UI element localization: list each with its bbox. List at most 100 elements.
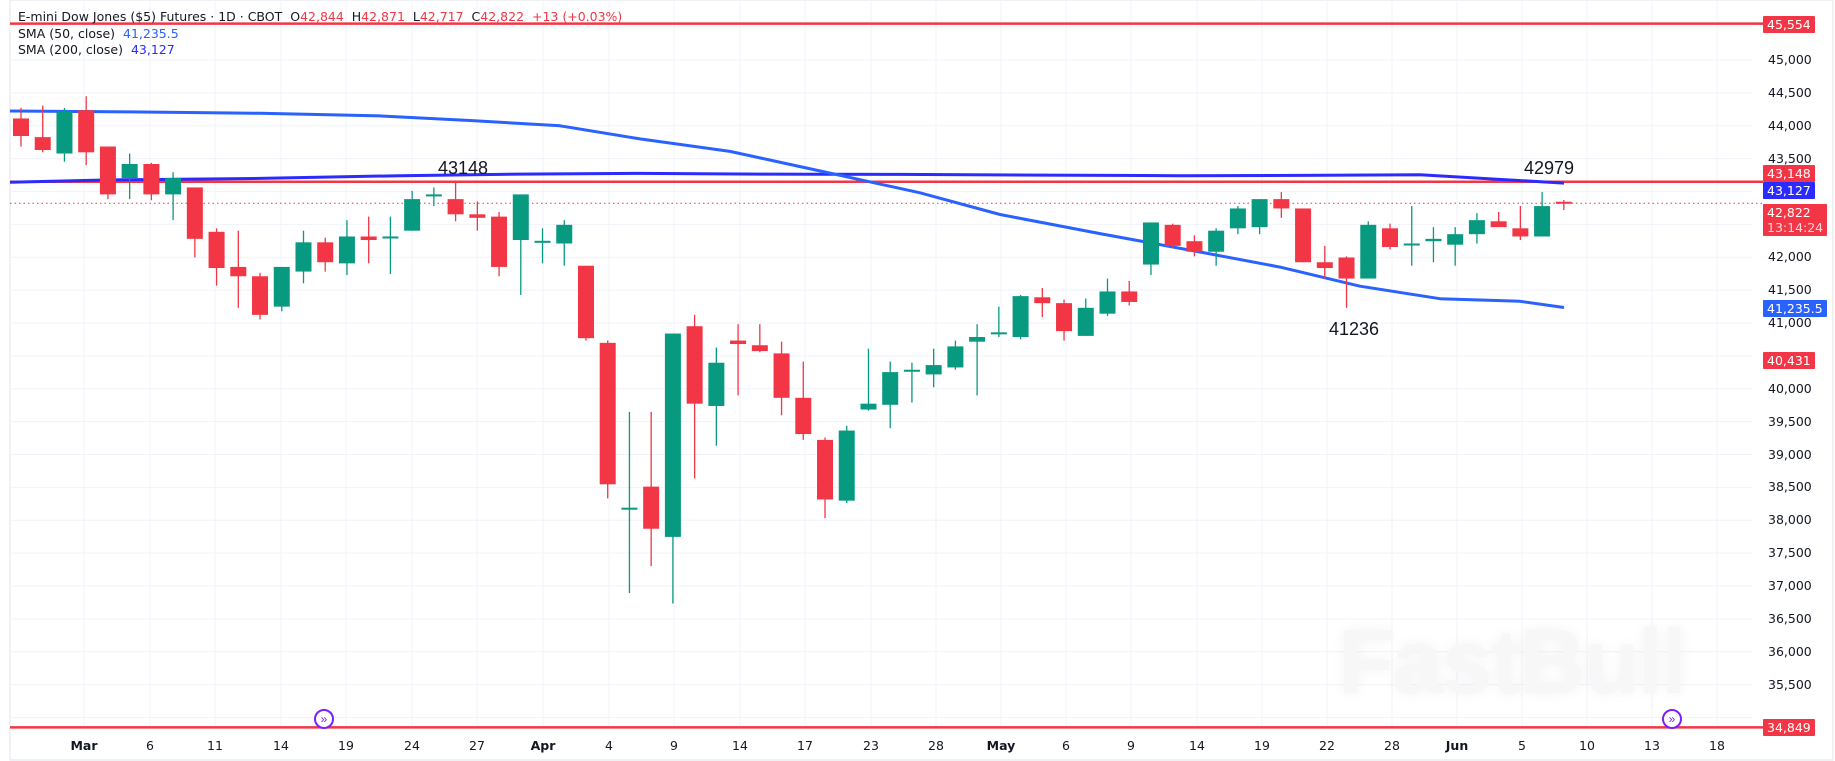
symbol-title[interactable]: E-mini Dow Jones ($5) Futures · 1D · CBO… <box>18 9 283 24</box>
candle-down <box>643 486 660 529</box>
candle-up <box>925 365 942 375</box>
ohlc-high-prefix: H <box>351 9 362 24</box>
candle-up <box>273 266 290 307</box>
price-tick-label: 44,500 <box>1768 84 1812 100</box>
time-tick-label: 6 <box>146 738 154 753</box>
price-tick-label: 39,000 <box>1768 446 1812 462</box>
candle-up <box>425 194 442 197</box>
time-tick-label: 9 <box>670 738 678 753</box>
candle-up <box>1012 296 1029 338</box>
chart-border <box>9 0 1834 761</box>
time-tick-label: 17 <box>797 738 813 753</box>
economic-event-icon[interactable]: » <box>1662 709 1682 729</box>
sma200-label: SMA (200, close) <box>18 42 123 57</box>
candle-down <box>99 146 116 195</box>
time-tick-label: 13 <box>1644 738 1660 753</box>
price-tick-label: 37,500 <box>1768 545 1812 561</box>
time-tick-label: 18 <box>1709 738 1725 753</box>
candle-up <box>295 242 312 272</box>
candle-down <box>1295 208 1312 263</box>
candle-up <box>534 240 551 243</box>
candle-down <box>1273 199 1290 209</box>
candle-up <box>1251 199 1268 228</box>
candle-up <box>1360 224 1377 279</box>
chart-legend: E-mini Dow Jones ($5) Futures · 1D · CBO… <box>18 9 622 59</box>
candle-up <box>165 178 182 195</box>
candle-down <box>1338 257 1355 279</box>
time-tick-label: Mar <box>70 738 98 753</box>
price-tick-label: 36,000 <box>1768 643 1812 659</box>
legend-sma200-row[interactable]: SMA (200, close) 43,127 <box>18 42 622 59</box>
candle-up <box>1099 291 1116 314</box>
time-tick-label: 28 <box>928 738 944 753</box>
price-tag: 42,822 13:14:24 <box>1763 204 1828 237</box>
ohlc-high: 42,871 <box>361 9 405 24</box>
candle-up <box>1403 243 1420 246</box>
price-tag: 40,431 <box>1763 352 1815 370</box>
time-tick-label: 5 <box>1518 738 1526 753</box>
candle-down <box>1121 291 1138 302</box>
candle-up <box>1447 234 1464 245</box>
ohlc-open: 42,844 <box>300 9 344 24</box>
time-tick-label: Jun <box>1445 738 1469 753</box>
candle-down <box>1316 262 1333 269</box>
price-tick-label: 36,500 <box>1768 610 1812 626</box>
candle-down <box>13 118 29 137</box>
legend-sma50-row[interactable]: SMA (50, close) 41,235.5 <box>18 26 622 43</box>
sma50-value: 41,235.5 <box>123 25 179 41</box>
ohlc-open-prefix: O <box>290 9 301 24</box>
ohlc-low-prefix: L <box>412 9 420 24</box>
candle-down <box>599 342 616 485</box>
price-tag: 45,554 <box>1763 15 1815 33</box>
economic-event-icon[interactable]: » <box>314 709 334 729</box>
countdown-timer: 13:14:24 <box>1767 220 1824 236</box>
candle-up <box>903 369 920 372</box>
candle-down <box>577 265 594 339</box>
price-tick-label: 43,500 <box>1768 150 1812 166</box>
candle-down <box>795 397 812 435</box>
candle-up <box>556 224 573 244</box>
time-tick-label: 19 <box>1254 738 1270 753</box>
candle-down <box>252 276 269 315</box>
sma200-line <box>9 171 1565 185</box>
candle-down <box>1034 297 1051 304</box>
sma200-value: 43,127 <box>130 42 175 57</box>
candle-up <box>512 194 529 241</box>
candle-down <box>230 266 247 277</box>
price-tick-label: 41,500 <box>1768 282 1812 298</box>
candle-up <box>382 236 399 239</box>
price-annotation[interactable]: 42979 <box>1523 158 1575 178</box>
candle-up <box>1142 222 1159 265</box>
candle-down <box>751 345 768 352</box>
ohlc-change: +13 (+0.03%) <box>531 9 623 24</box>
candle-up <box>708 362 725 406</box>
candle-up <box>882 372 899 405</box>
candle-up <box>664 333 681 537</box>
candle-down <box>1186 241 1203 252</box>
candle-down <box>34 137 51 151</box>
candle-down <box>360 236 377 241</box>
ohlc-low: 42,717 <box>419 9 464 24</box>
time-tick-label: 11 <box>207 738 223 753</box>
candle-down <box>1381 228 1398 247</box>
price-annotation[interactable]: 43148 <box>437 158 489 178</box>
time-tick-label: 22 <box>1319 738 1335 753</box>
price-tick-label: 40,000 <box>1768 380 1812 396</box>
price-tick-label: 38,500 <box>1768 479 1812 495</box>
candle-up <box>1077 307 1094 336</box>
candle-down <box>730 340 747 345</box>
ohlc-close-prefix: C <box>471 9 481 24</box>
price-annotation[interactable]: 41236 <box>1328 319 1380 339</box>
time-tick-label: 19 <box>338 738 354 753</box>
price-tick-label: 42,000 <box>1768 249 1812 265</box>
candle-up <box>338 236 355 264</box>
time-tick-label: 23 <box>863 738 879 753</box>
candle-down <box>208 231 225 269</box>
time-tick-label: Apr <box>530 738 556 753</box>
price-tick-label: 39,500 <box>1768 413 1812 429</box>
candle-up <box>969 337 986 342</box>
price-tag: 34,849 <box>1763 719 1815 737</box>
time-tick-label: 28 <box>1384 738 1400 753</box>
time-tick-label: 6 <box>1062 738 1070 753</box>
